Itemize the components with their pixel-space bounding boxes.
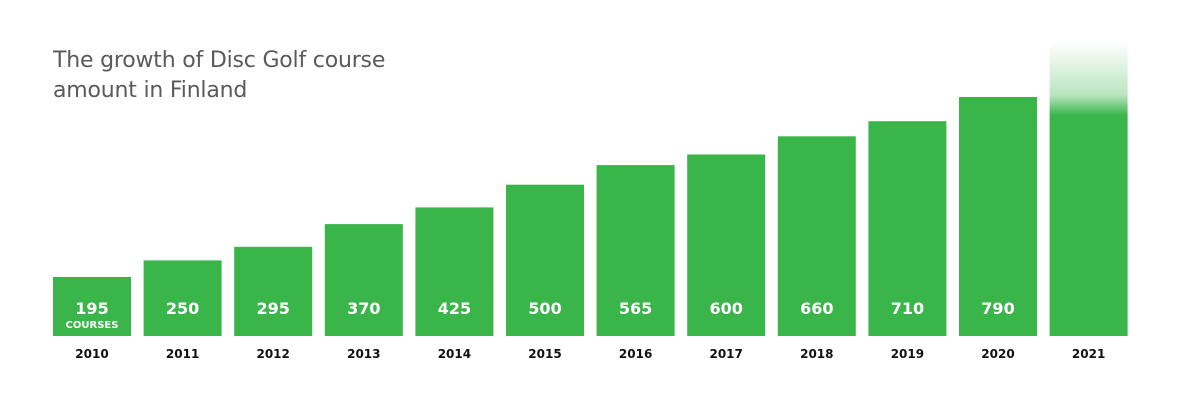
bar-2013 bbox=[324, 224, 403, 336]
x-tick-label-2014: 2014 bbox=[438, 347, 471, 361]
bar-value-label-2017: 600 bbox=[709, 299, 742, 318]
bar-value-label-2011: 250 bbox=[166, 299, 199, 318]
x-tick-label-2017: 2017 bbox=[709, 347, 742, 361]
chart-title-line-1: The growth of Disc Golf course bbox=[53, 48, 386, 73]
x-tick-label-2021: 2021 bbox=[1072, 347, 1105, 361]
bar-value-label-2016: 565 bbox=[619, 299, 652, 318]
bar-2018 bbox=[777, 136, 856, 336]
bar-unit-label: COURSES bbox=[66, 320, 119, 331]
bar-2014 bbox=[415, 207, 494, 336]
x-tick-label-2012: 2012 bbox=[256, 347, 289, 361]
bar-2017 bbox=[687, 154, 766, 336]
bar-value-label-2019: 710 bbox=[891, 299, 924, 318]
bar-value-label-2018: 660 bbox=[800, 299, 833, 318]
bar-2011 bbox=[143, 260, 222, 336]
x-tick-label-2011: 2011 bbox=[166, 347, 199, 361]
bar-value-label-2015: 500 bbox=[528, 299, 561, 318]
bar-value-label-2020: 790 bbox=[981, 299, 1014, 318]
bar-value-label-2013: 370 bbox=[347, 299, 380, 318]
bar-2010 bbox=[53, 277, 131, 336]
bar-2016 bbox=[596, 165, 675, 336]
bar-value-label-2014: 425 bbox=[438, 299, 471, 318]
bar-2019 bbox=[868, 121, 947, 336]
x-tick-label-2018: 2018 bbox=[800, 347, 833, 361]
x-tick-label-2010: 2010 bbox=[75, 347, 108, 361]
bar-2021 bbox=[1049, 42, 1128, 336]
bar-value-label-2012: 295 bbox=[256, 299, 289, 318]
chart-title: The growth of Disc Golf course amount in… bbox=[53, 46, 413, 106]
bar-2012 bbox=[234, 246, 313, 336]
bar-2015 bbox=[506, 184, 584, 336]
x-tick-label-2016: 2016 bbox=[619, 347, 652, 361]
x-tick-label-2020: 2020 bbox=[981, 347, 1014, 361]
bar-value-label-2010: 195 bbox=[75, 299, 108, 318]
x-tick-label-2013: 2013 bbox=[347, 347, 380, 361]
bar-2020 bbox=[959, 97, 1037, 336]
x-tick-label-2015: 2015 bbox=[528, 347, 561, 361]
chart-title-line-2: amount in Finland bbox=[53, 78, 248, 103]
x-tick-label-2019: 2019 bbox=[891, 347, 924, 361]
